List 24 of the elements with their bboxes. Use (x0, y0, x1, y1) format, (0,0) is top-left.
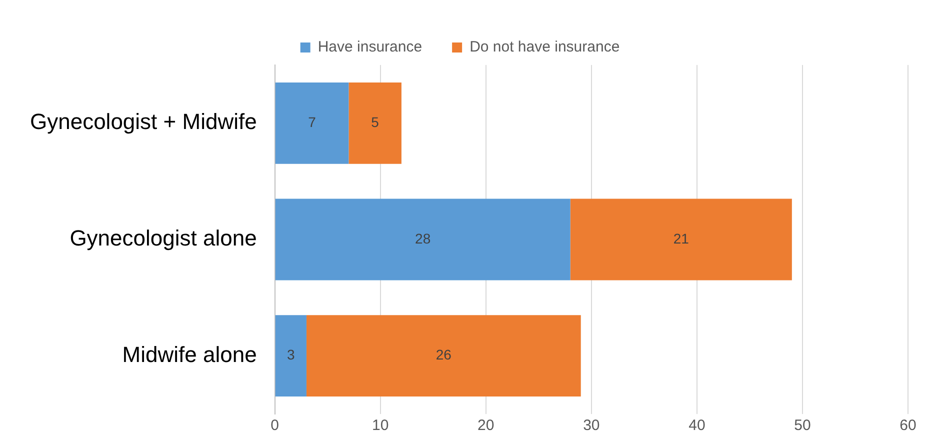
data-label: 28 (415, 230, 431, 246)
y-tick-label: Midwife alone (122, 342, 257, 367)
x-tick-label: 20 (478, 417, 494, 434)
bar (306, 315, 581, 397)
y-tick-label: Gynecologist + Midwife (30, 109, 257, 134)
data-label: 7 (308, 114, 316, 130)
legend-label: Have insurance (318, 38, 422, 56)
x-tick-label: 60 (900, 417, 916, 434)
x-tick-label: 40 (688, 417, 706, 434)
data-label: 26 (436, 346, 452, 363)
bar (275, 315, 306, 397)
x-tick-label: 0 (270, 417, 279, 434)
legend-label: Do not have insurance (470, 38, 620, 56)
x-tick-label: 50 (794, 417, 811, 434)
bar (275, 198, 570, 280)
data-label: 3 (287, 346, 295, 363)
bar (570, 198, 792, 280)
x-tick-label: 30 (583, 417, 600, 434)
data-label: 5 (371, 114, 380, 130)
x-tick-label: 10 (372, 417, 389, 434)
bar (348, 82, 402, 164)
data-label: 21 (673, 230, 690, 246)
y-tick-label: Gynecologist alone (70, 226, 257, 251)
bar (275, 82, 349, 164)
